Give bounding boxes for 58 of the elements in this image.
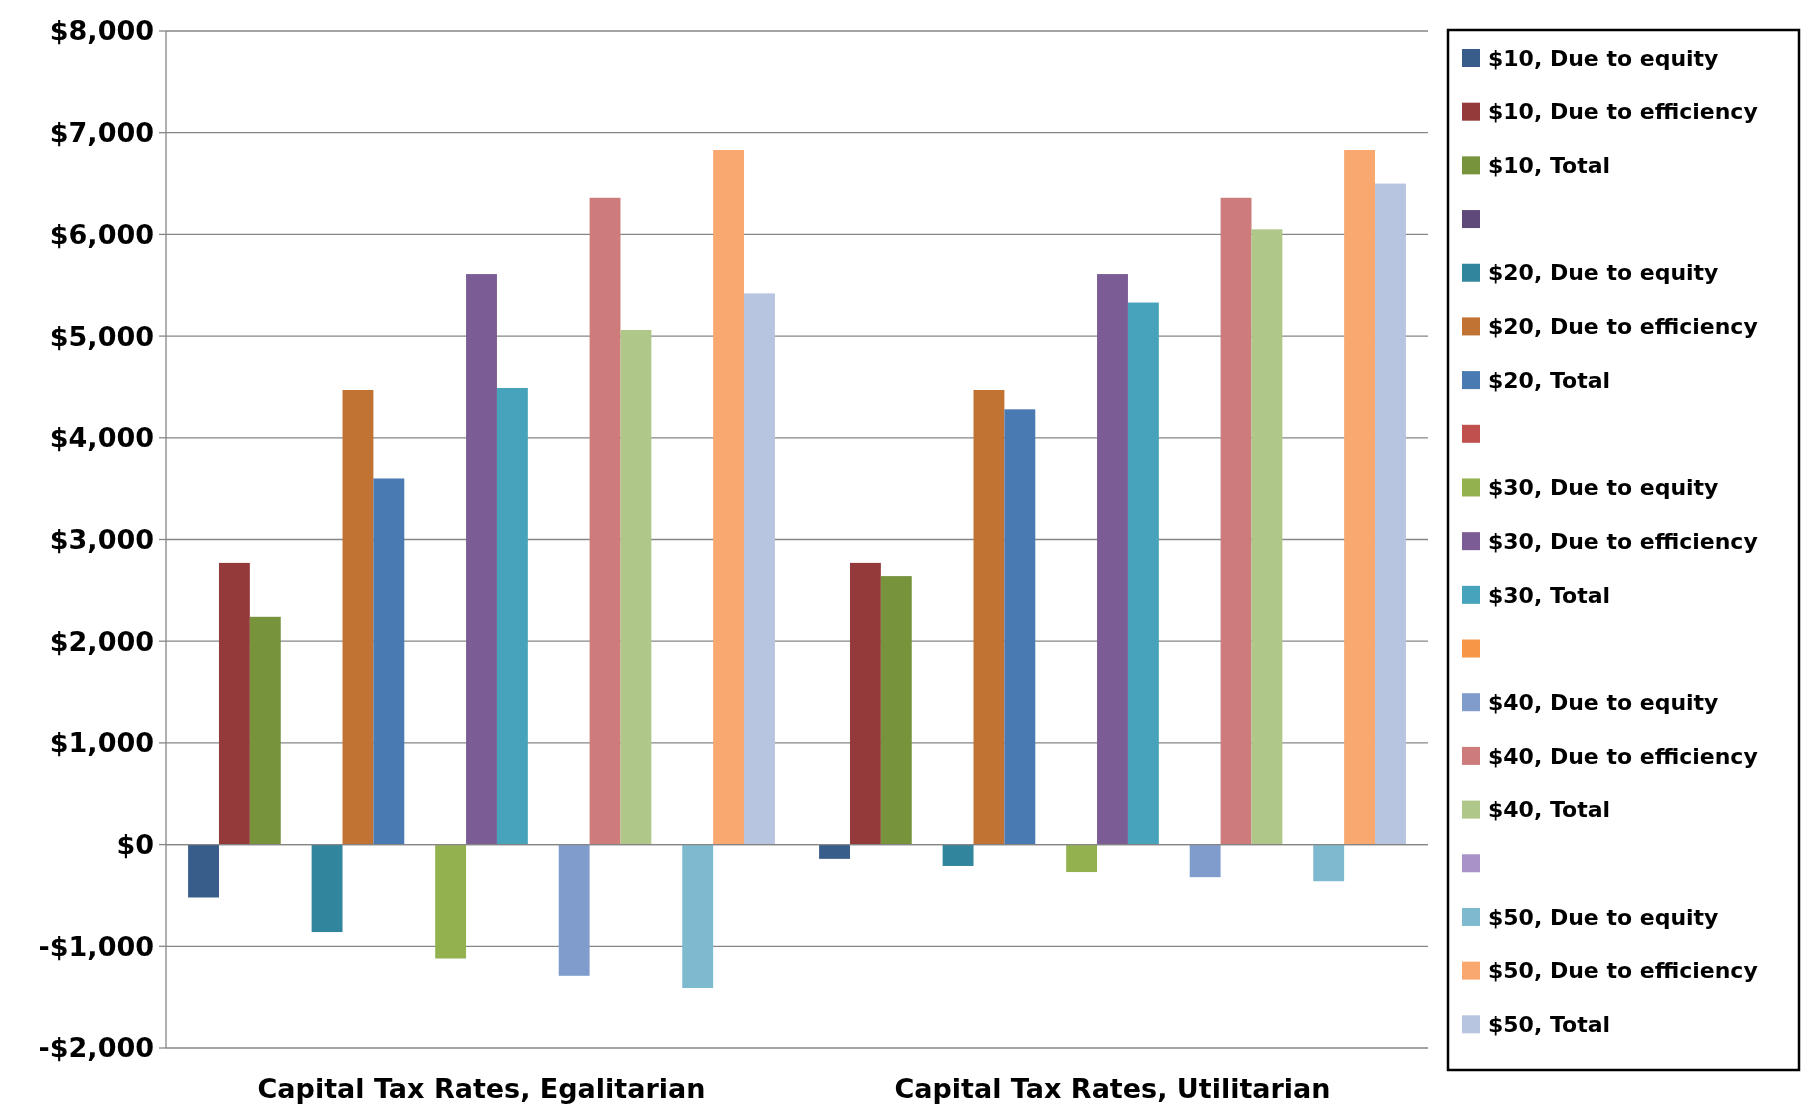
bar: [1344, 149, 1376, 845]
x-tick-label: Capital Tax Rates, Egalitarian: [257, 1073, 706, 1104]
y-tick-label: -$1,000: [38, 930, 154, 962]
legend-label: $40, Due to efficiency: [1488, 743, 1758, 769]
legend-label: $10, Total: [1488, 153, 1611, 179]
bar: [496, 387, 528, 845]
y-tick-label: $1,000: [49, 727, 154, 759]
y-tick-label: $5,000: [49, 320, 154, 352]
y-tick-label: $3,000: [49, 523, 154, 555]
y-tick-label: $2,000: [49, 625, 154, 657]
bar: [589, 197, 621, 845]
bar: [819, 844, 850, 859]
bar: [1251, 229, 1283, 845]
legend-label: $30, Due to equity: [1488, 475, 1719, 501]
bar: [849, 562, 881, 845]
bar: [942, 844, 974, 866]
bar: [620, 330, 652, 845]
y-tick-label: $0: [116, 829, 154, 861]
bar: [713, 149, 745, 845]
bar: [435, 844, 467, 959]
bar: [744, 293, 775, 845]
legend-label: $40, Due to equity: [1488, 689, 1719, 715]
legend-label: $20, Total: [1488, 367, 1611, 393]
bar: [973, 390, 1005, 845]
y-tick-label: -$2,000: [38, 1032, 154, 1064]
legend-label: $50, Due to efficiency: [1488, 958, 1758, 984]
y-tick-label: $6,000: [49, 218, 154, 250]
legend-label: $40, Total: [1488, 797, 1611, 823]
bar: [1313, 844, 1345, 882]
bar: [1066, 844, 1098, 873]
bar: [1127, 302, 1159, 845]
legend-label: $10, Due to efficiency: [1488, 99, 1758, 125]
legend-label: $50, Due to equity: [1488, 904, 1719, 930]
bar: [880, 576, 912, 845]
bar: [342, 390, 374, 845]
x-tick-label: Capital Tax Rates, Utilitarian: [894, 1073, 1331, 1104]
bar: [1189, 844, 1221, 878]
bar: [311, 844, 343, 933]
bar: [373, 478, 405, 845]
bar: [1375, 183, 1406, 845]
bar: [188, 844, 219, 898]
legend-label: $30, Due to efficiency: [1488, 528, 1758, 554]
legend-label: $30, Total: [1488, 582, 1611, 608]
legend-label: $10, Due to equity: [1488, 45, 1719, 71]
legend-label: $20, Due to equity: [1488, 260, 1719, 286]
y-tick-label: $7,000: [49, 117, 154, 149]
bar: [1220, 197, 1252, 845]
bar: [1004, 409, 1036, 845]
bar: [249, 616, 281, 845]
bar: [466, 274, 497, 845]
y-tick-label: $4,000: [49, 422, 154, 454]
bar: [1097, 274, 1128, 845]
bar: [218, 562, 250, 845]
legend-label: $50, Total: [1488, 1012, 1611, 1038]
legend-label: $20, Due to efficiency: [1488, 314, 1758, 340]
y-tick-label: $8,000: [49, 15, 154, 47]
bar: [682, 844, 714, 988]
bar: [558, 844, 590, 976]
